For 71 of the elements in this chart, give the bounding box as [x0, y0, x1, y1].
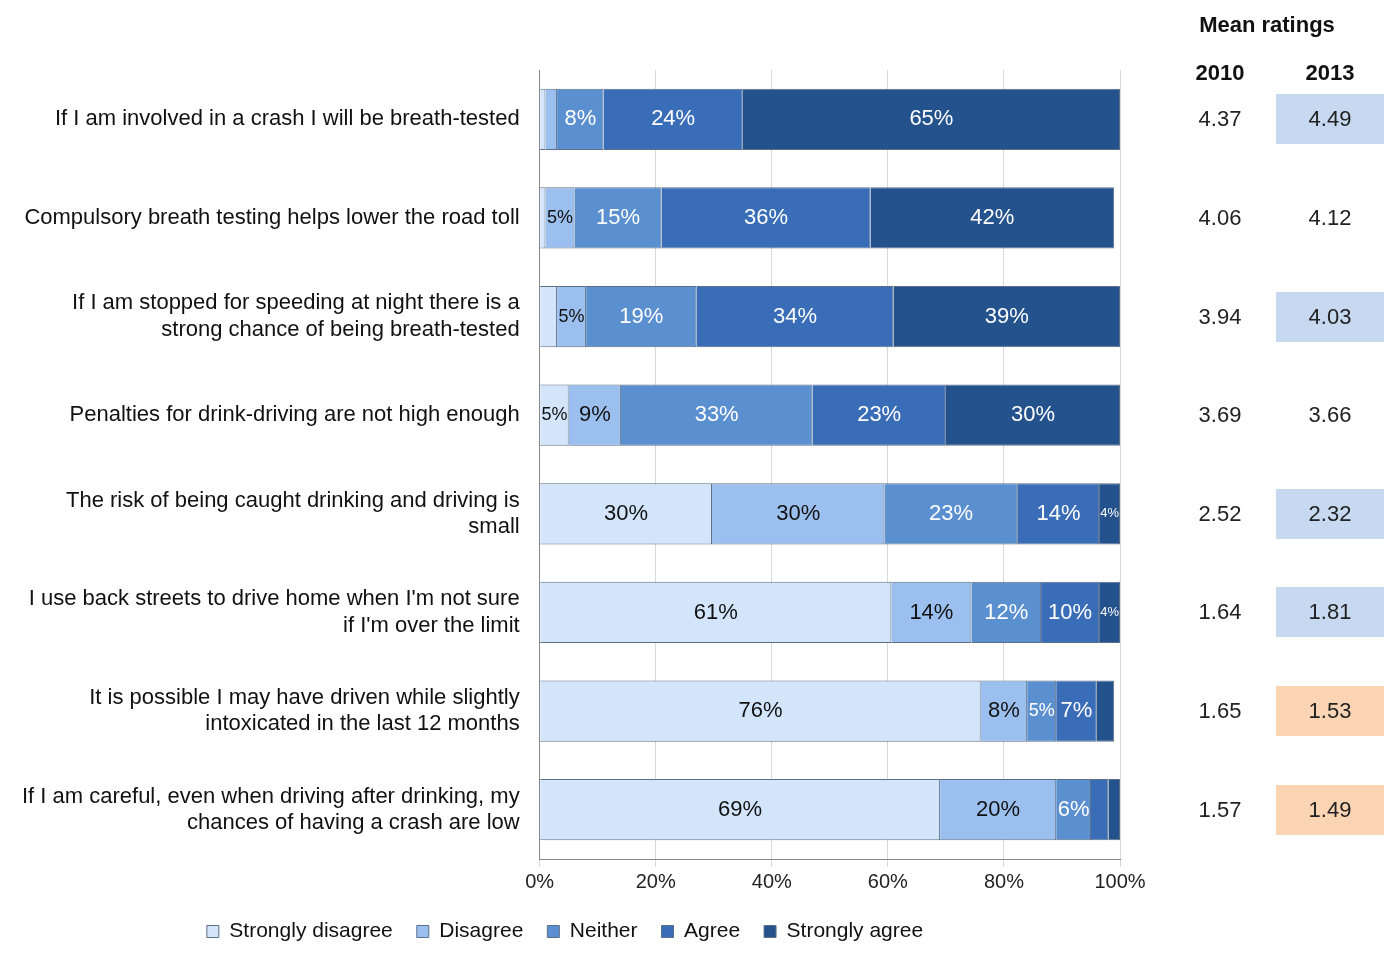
y-tick-label: It is possible I may have driven while slightly intoxicated in the last 12 months	[89, 683, 520, 736]
data-label: 2.52	[1197, 499, 1243, 528]
data-label: 5%	[558, 305, 585, 326]
data-label: 4.49	[1276, 94, 1384, 145]
y-tick-label: The risk of being caught drinking and driving is small	[65, 486, 520, 539]
y-tick-label: I use back streets to drive home when I'm not sure if I'm over the limit	[28, 585, 520, 637]
data-label: 14%	[909, 598, 954, 624]
data-label: 69%	[718, 795, 763, 821]
data-label: 10%	[1048, 598, 1093, 624]
x-tick-label: 2013	[1304, 60, 1356, 86]
data-label: 7%	[1060, 697, 1093, 723]
data-label: 15%	[595, 204, 641, 229]
data-label: 1.65	[1197, 697, 1243, 726]
data-label: 1.81	[1276, 587, 1384, 638]
data-label: 4.06	[1197, 203, 1243, 232]
data-label: 6%	[1057, 795, 1090, 821]
data-label: 4.03	[1276, 291, 1384, 342]
data-label: 1.64	[1197, 598, 1243, 627]
legend-label: Neither	[569, 918, 638, 942]
data-label: 76%	[738, 697, 783, 723]
y-tick-label: If I am careful, even when driving after drinking, my chances of having a crash are low	[21, 782, 520, 834]
data-label: 19%	[619, 302, 664, 328]
data-label: 65%	[909, 105, 954, 131]
data-label: 1.57	[1197, 795, 1243, 824]
x-tick-label: 20%	[635, 869, 676, 892]
data-label: 4.37	[1197, 105, 1243, 134]
data-label: 5%	[541, 404, 568, 425]
legend-label: Disagree	[439, 918, 524, 942]
data-label: 14%	[1036, 499, 1081, 525]
data-label: 30%	[776, 499, 821, 525]
data-label: 33%	[694, 401, 739, 427]
data-label: 2.32	[1276, 488, 1384, 539]
x-tick-label: 40%	[751, 869, 793, 892]
data-label: 3.94	[1197, 302, 1243, 331]
x-tick-label: 100%	[1094, 869, 1146, 892]
data-label: 36%	[743, 204, 789, 229]
y-tick-label: Compulsory breath testing helps lower the road toll	[24, 204, 520, 229]
data-label: 4.12	[1307, 203, 1353, 232]
data-label: 30%	[1010, 401, 1055, 427]
data-label: 4%	[1100, 604, 1120, 620]
y-tick-label: If I am involved in a crash I will be breath-tested	[54, 105, 520, 131]
data-label: 23%	[929, 499, 974, 525]
x-tick-label: 2010	[1194, 60, 1246, 86]
chart-title: Mean ratings	[1198, 12, 1336, 38]
data-label: 4%	[1100, 505, 1120, 521]
legend-label: Strongly agree	[786, 918, 924, 942]
data-label: 12%	[984, 598, 1029, 624]
data-label: 8%	[988, 697, 1020, 723]
data-label: 42%	[970, 204, 1015, 229]
data-label: 1.49	[1276, 784, 1384, 835]
legend-label: Strongly disagree	[229, 918, 393, 942]
data-label: 20%	[976, 795, 1021, 821]
x-tick-label: 80%	[983, 869, 1025, 892]
data-label: 5%	[546, 206, 573, 227]
data-label: 9%	[578, 401, 611, 427]
x-tick-label: 60%	[867, 869, 909, 892]
data-label: 23%	[857, 401, 902, 427]
data-label: 3.69	[1197, 401, 1243, 430]
data-label: 24%	[651, 105, 696, 131]
data-label: 61%	[693, 598, 738, 624]
data-label: 3.66	[1307, 401, 1353, 430]
y-tick-label: If I am stopped for speeding at night there is a strong chance of being breath-tested	[72, 289, 521, 341]
legend-label: Agree	[684, 918, 741, 942]
data-label: 1.53	[1276, 686, 1384, 737]
y-tick-label: Penalties for drink-driving are not high enough	[69, 401, 520, 427]
data-label: 39%	[984, 302, 1029, 328]
data-label: 8%	[564, 105, 597, 131]
data-label: 30%	[604, 499, 649, 525]
data-label: 34%	[772, 302, 818, 328]
x-tick-label: 0%	[525, 869, 555, 892]
data-label: 5%	[1028, 700, 1055, 721]
